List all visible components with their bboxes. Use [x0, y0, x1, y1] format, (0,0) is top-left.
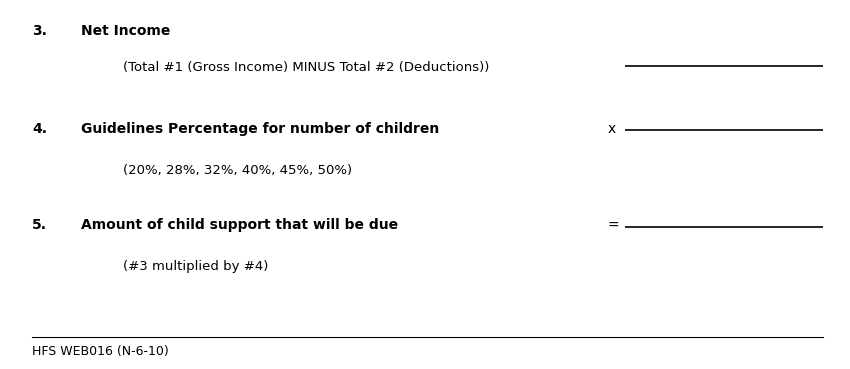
Text: (Total #1 (Gross Income) MINUS Total #2 (Deductions)): (Total #1 (Gross Income) MINUS Total #2 … [123, 61, 490, 74]
Text: 4.: 4. [32, 122, 48, 136]
Text: 5.: 5. [32, 218, 48, 232]
Text: HFS WEB016 (N-6-10): HFS WEB016 (N-6-10) [32, 345, 169, 358]
Text: Guidelines Percentage for number of children: Guidelines Percentage for number of chil… [81, 122, 439, 136]
Text: Amount of child support that will be due: Amount of child support that will be due [81, 218, 398, 232]
Text: (#3 multiplied by #4): (#3 multiplied by #4) [123, 260, 269, 273]
Text: Net Income: Net Income [81, 24, 170, 38]
Text: =: = [608, 218, 620, 232]
Text: (20%, 28%, 32%, 40%, 45%, 50%): (20%, 28%, 32%, 40%, 45%, 50%) [123, 164, 353, 177]
Text: 3.: 3. [32, 24, 47, 38]
Text: x: x [608, 122, 616, 136]
